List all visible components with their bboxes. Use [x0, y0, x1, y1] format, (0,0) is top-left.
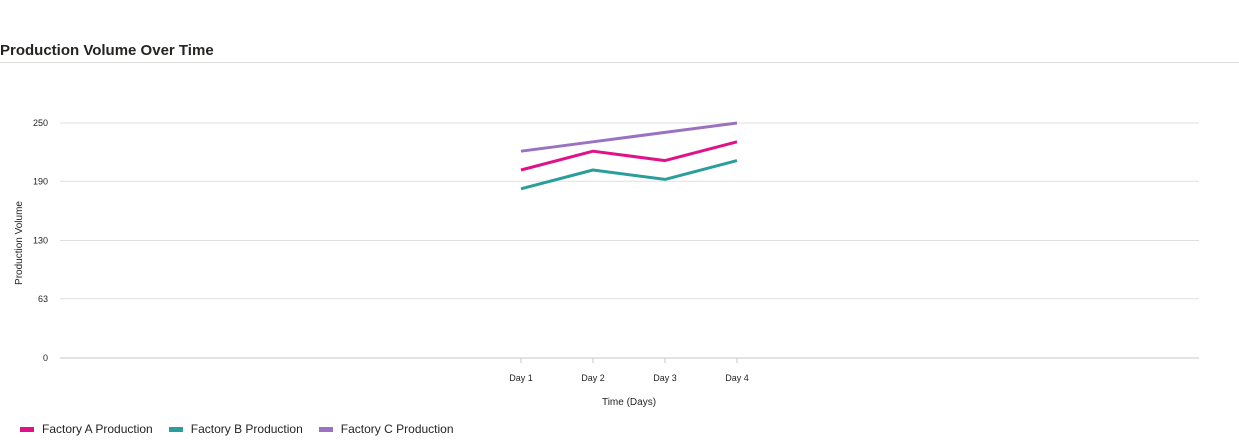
x-tick-label: Day 3: [653, 373, 677, 383]
legend-item[interactable]: Factory B Production: [168, 422, 303, 436]
legend-swatch: [318, 426, 333, 432]
legend-item[interactable]: Factory C Production: [318, 422, 454, 436]
x-tick-label: Day 4: [725, 373, 749, 383]
series-line-factory-c-production[interactable]: [520, 121, 738, 153]
y-axis-ticks: 0 63 130 190 250: [33, 118, 48, 363]
x-axis-ticks: Day 1 Day 2 Day 3 Day 4: [509, 358, 749, 383]
legend-label: Factory A Production: [42, 422, 153, 436]
series-lines: [520, 121, 738, 191]
legend-label: Factory B Production: [190, 422, 303, 436]
gridlines: [60, 122, 1199, 359]
y-tick-label: 190: [33, 176, 48, 186]
series-line-factory-b-production[interactable]: [520, 159, 738, 191]
series-line-factory-a-production[interactable]: [520, 140, 738, 172]
y-tick-label: 130: [33, 236, 48, 246]
x-tick-label: Day 1: [509, 373, 533, 383]
title-divider: [0, 62, 1239, 63]
y-tick-label: 63: [38, 294, 48, 304]
legend-swatch: [168, 426, 183, 432]
legend-label: Factory C Production: [340, 422, 454, 436]
y-tick-label: 250: [33, 118, 48, 128]
legend-swatch: [20, 426, 34, 432]
legend-item[interactable]: Factory A Production: [20, 422, 153, 436]
y-tick-label: 0: [43, 353, 48, 363]
x-tick-label: Day 2: [581, 373, 605, 383]
y-axis-label: Production Volume: [14, 201, 25, 285]
legend: Factory A Production Factory B Production…: [20, 422, 454, 436]
chart-title: Production Volume Over Time: [0, 42, 214, 59]
x-axis-label: Time (Days): [602, 397, 656, 408]
